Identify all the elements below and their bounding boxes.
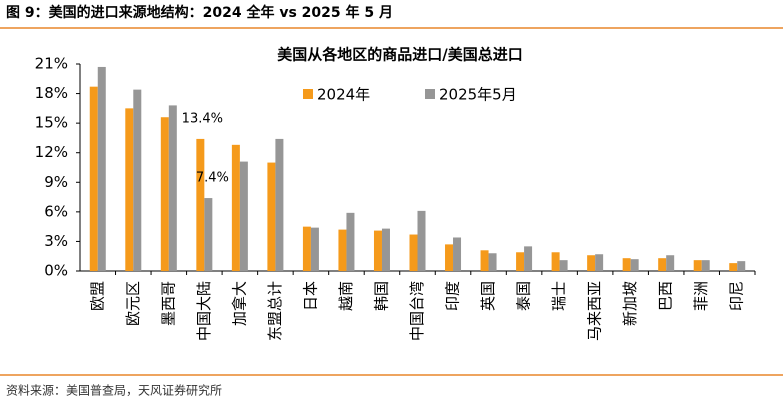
- figure-title: 图 9：美国的进口来源地结构：2024 全年 vs 2025 年 5 月: [6, 4, 393, 21]
- bar: [338, 229, 347, 271]
- bar: [409, 234, 418, 271]
- x-tick-label: 印尼: [728, 281, 746, 311]
- bar: [445, 244, 454, 271]
- bar: [729, 263, 738, 271]
- bar: [97, 66, 106, 271]
- x-tick-label: 日本: [301, 281, 319, 311]
- bar: [737, 261, 746, 271]
- x-tick-label: 韩国: [372, 281, 390, 311]
- bar: [453, 237, 462, 271]
- legend-label: 2024年: [317, 86, 370, 104]
- bar: [381, 228, 390, 271]
- bar: [204, 198, 213, 271]
- bar: [666, 255, 675, 271]
- bar: [701, 260, 710, 271]
- bar: [373, 230, 382, 271]
- x-tick-label: 加拿大: [230, 281, 248, 326]
- x-tick-label: 欧盟: [88, 281, 106, 311]
- bar: [480, 250, 489, 271]
- y-tick-label: 9%: [44, 173, 68, 191]
- bar: [302, 226, 311, 271]
- bar: [89, 86, 98, 272]
- bar: [516, 252, 525, 271]
- x-tick-label: 墨西哥: [159, 281, 177, 326]
- x-tick-label: 印度: [444, 281, 462, 311]
- x-tick-label: 马来西亚: [586, 281, 604, 341]
- bar: [231, 144, 240, 271]
- x-tick-label: 瑞士: [550, 281, 568, 311]
- source-note: 资料来源：美国普查局，天风证券研究所: [6, 383, 222, 398]
- bar: [551, 252, 560, 271]
- value-label: 7.4%: [196, 171, 229, 186]
- bar: [196, 138, 205, 271]
- bar: [587, 255, 596, 271]
- bar: [267, 162, 276, 271]
- x-tick-label: 中国大陆: [195, 281, 213, 341]
- x-tick-label: 菲洲: [692, 281, 710, 311]
- bar: [524, 246, 533, 271]
- x-tick-label: 欧元区: [124, 281, 142, 326]
- x-tick-label: 英国: [479, 281, 497, 311]
- y-tick-label: 18%: [35, 84, 68, 102]
- bar: [310, 227, 319, 271]
- bar: [125, 108, 134, 271]
- legend-swatch: [425, 89, 435, 99]
- bar: [559, 260, 568, 271]
- bar: [239, 161, 248, 271]
- bar: [168, 105, 177, 272]
- value-label: 13.4%: [182, 111, 223, 126]
- bar: [488, 253, 497, 271]
- bar: [275, 138, 284, 271]
- x-tick-label: 越南: [337, 281, 355, 311]
- y-tick-label: 3%: [44, 232, 68, 250]
- x-tick-label: 东盟总计: [266, 281, 284, 341]
- x-tick-label: 新加坡: [621, 281, 639, 326]
- bar: [630, 259, 639, 271]
- y-tick-label: 0%: [44, 262, 68, 280]
- bar: [417, 210, 426, 271]
- y-tick-label: 12%: [35, 143, 68, 161]
- bar: [595, 254, 604, 271]
- y-tick-label: 15%: [35, 114, 68, 132]
- bar: [622, 258, 631, 271]
- chart-title: 美国从各地区的商品进口/美国总进口: [277, 46, 522, 64]
- x-tick-label: 泰国: [515, 281, 533, 311]
- legend-label: 2025年5月: [439, 86, 517, 104]
- legend-swatch: [303, 89, 313, 99]
- y-tick-label: 21%: [35, 55, 68, 73]
- x-tick-label: 中国台湾: [408, 281, 426, 341]
- bar: [160, 117, 169, 271]
- bar: [133, 89, 142, 271]
- bar: [346, 212, 355, 271]
- bar: [693, 260, 702, 271]
- bar: [658, 258, 667, 271]
- y-tick-label: 6%: [44, 202, 68, 220]
- x-tick-label: 巴西: [657, 281, 675, 311]
